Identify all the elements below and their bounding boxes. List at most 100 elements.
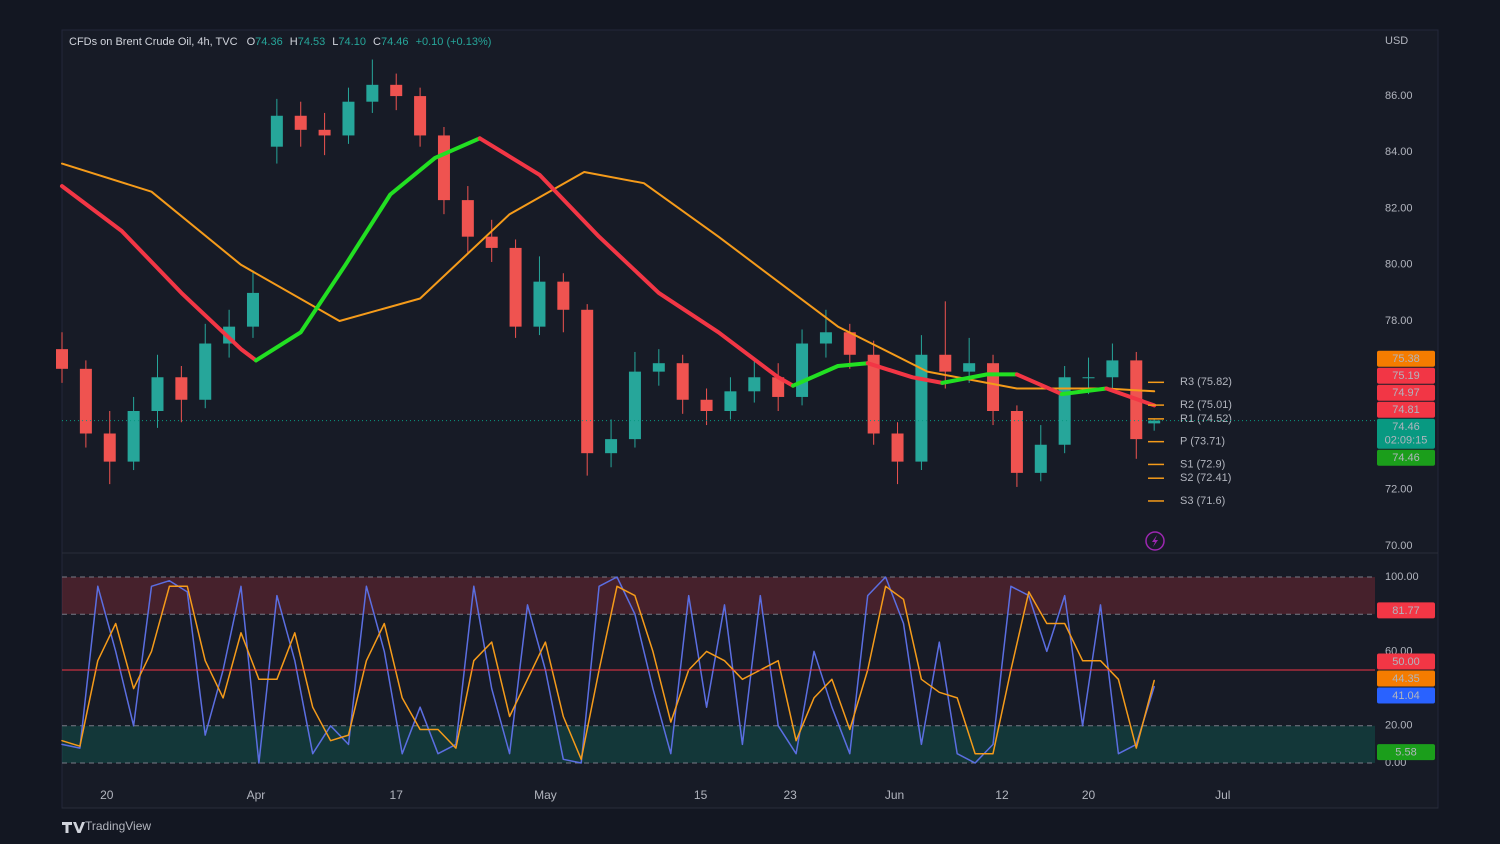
candle-body <box>628 371 641 440</box>
currency: USD <box>1385 35 1408 47</box>
candle-body <box>1082 377 1095 379</box>
price-badge <box>1377 418 1435 449</box>
y-tick-label: 70.00 <box>1385 540 1413 552</box>
x-tick-label: 12 <box>995 788 1009 802</box>
ohlc-value: 74.36 <box>255 36 283 48</box>
candle-body <box>294 115 307 130</box>
price-badge <box>1377 449 1435 466</box>
candle-body <box>175 377 188 400</box>
ohlc-label: C <box>373 36 381 48</box>
candle-body <box>1034 444 1047 473</box>
candle-body <box>987 363 1000 412</box>
price-badge <box>1377 744 1435 761</box>
ohlc-value: 74.53 <box>298 36 326 48</box>
indicator-line <box>1014 372 1064 397</box>
candle-body <box>318 129 331 136</box>
x-tick-label: Apr <box>247 788 266 802</box>
price-badge-label: 75.19 <box>1392 370 1420 382</box>
candle-body <box>461 200 474 237</box>
y-tick-label: 82.00 <box>1385 202 1413 214</box>
price-change: +0.10 (+0.13%) <box>416 36 492 48</box>
ohlc-value: 74.10 <box>338 36 366 48</box>
pivot-label: R1 (74.52) <box>1180 413 1232 425</box>
price-badge-label: 75.38 <box>1392 353 1420 365</box>
candle-body <box>414 96 427 136</box>
candle-body <box>724 391 737 412</box>
candle-body <box>652 363 665 372</box>
price-badge-label: 41.04 <box>1392 690 1420 702</box>
price-badge <box>1377 401 1435 418</box>
price-badge <box>1377 367 1435 384</box>
indicator-line <box>865 361 945 385</box>
ohlc-value: 74.46 <box>381 36 409 48</box>
indicator-line <box>1059 386 1109 397</box>
x-tick-label: 20 <box>100 788 114 802</box>
y-tick-label: 72.00 <box>1385 484 1413 496</box>
candle-body <box>748 377 761 392</box>
candle-body <box>676 363 689 400</box>
candle-body <box>127 411 140 462</box>
x-tick-label: May <box>534 788 557 802</box>
countdown: 02:09:15 <box>1385 435 1428 447</box>
candle-body <box>963 363 976 372</box>
candle-body <box>796 343 809 397</box>
alert-icon[interactable] <box>1145 531 1165 551</box>
candle-body <box>437 135 450 201</box>
ohlc-label: L <box>332 36 338 48</box>
candle-body <box>843 332 856 355</box>
indicator-line <box>791 361 870 388</box>
candle-body <box>342 101 355 136</box>
price-badge-label: 74.46 <box>1392 452 1420 464</box>
indicator-line <box>1104 386 1157 408</box>
candle-body <box>557 281 570 310</box>
candle-body <box>366 84 379 102</box>
candle-body <box>1106 360 1119 378</box>
indicator-line <box>477 136 796 388</box>
price-badge <box>1377 384 1435 401</box>
pivot-label: S1 (72.9) <box>1180 458 1225 470</box>
ohlc-label: O <box>247 36 256 48</box>
brand-name: TradingView <box>85 819 151 833</box>
zone <box>62 576 1375 615</box>
alert-bolt <box>1152 535 1158 547</box>
indicator-line <box>61 585 1155 761</box>
candle-body <box>891 433 904 462</box>
candle-body <box>939 354 952 372</box>
price-badge-label: 81.77 <box>1392 605 1420 617</box>
indicator-line <box>254 136 482 363</box>
candle-body <box>1010 411 1023 473</box>
pivot-label: R2 (75.01) <box>1180 399 1232 411</box>
alert-circle[interactable] <box>1145 531 1165 551</box>
price-badge <box>1377 602 1435 619</box>
indicator-line <box>61 576 1155 764</box>
price-badge <box>1377 350 1435 367</box>
candle-body <box>151 377 164 412</box>
price-badge <box>1377 687 1435 704</box>
candle-body <box>485 236 498 248</box>
pivot-label: S3 (71.6) <box>1180 495 1225 507</box>
brand: TradingView <box>62 819 151 833</box>
candle-body <box>270 115 283 147</box>
price-badge-label: 44.35 <box>1392 673 1420 685</box>
y-tick-label: 20.00 <box>1385 720 1413 732</box>
candle-body <box>605 439 618 454</box>
indicator-line <box>61 162 1156 393</box>
candle-body <box>199 343 212 400</box>
price-badge-label: 74.81 <box>1392 404 1420 416</box>
x-tick-label: 23 <box>783 788 797 802</box>
candle-body <box>581 309 594 454</box>
y-tick-label: 84.00 <box>1385 146 1413 158</box>
candle-body <box>56 349 68 369</box>
candle-body <box>79 368 92 434</box>
y-tick-label: 78.00 <box>1385 315 1413 327</box>
candle-body <box>103 433 116 462</box>
price-badge-label: 74.97 <box>1392 387 1420 399</box>
candle-body <box>867 354 880 434</box>
price-badge-label: 5.58 <box>1395 747 1416 759</box>
y-tick-label: 86.00 <box>1385 90 1413 102</box>
pivot-label: P (73.71) <box>1180 436 1225 448</box>
candle-body <box>246 292 259 327</box>
x-tick-label: 15 <box>694 788 708 802</box>
